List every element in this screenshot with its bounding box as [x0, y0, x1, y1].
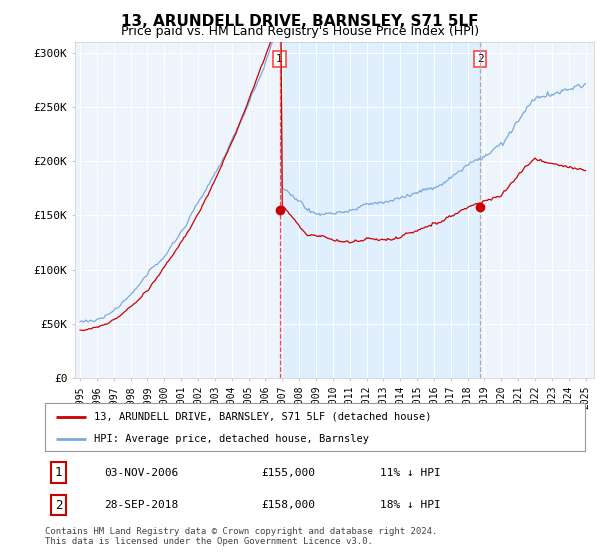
Text: 13, ARUNDELL DRIVE, BARNSLEY, S71 5LF: 13, ARUNDELL DRIVE, BARNSLEY, S71 5LF: [121, 14, 479, 29]
Text: 28-SEP-2018: 28-SEP-2018: [104, 500, 179, 510]
Text: Contains HM Land Registry data © Crown copyright and database right 2024.
This d: Contains HM Land Registry data © Crown c…: [45, 527, 437, 547]
Text: 2: 2: [55, 498, 62, 512]
Text: 2: 2: [477, 54, 484, 64]
Text: 1: 1: [55, 466, 62, 479]
Text: 1: 1: [276, 54, 283, 64]
Text: 18% ↓ HPI: 18% ↓ HPI: [380, 500, 440, 510]
Text: HPI: Average price, detached house, Barnsley: HPI: Average price, detached house, Barn…: [94, 434, 368, 444]
Text: £158,000: £158,000: [261, 500, 315, 510]
Bar: [280, 42, 480, 378]
Text: 03-NOV-2006: 03-NOV-2006: [104, 468, 179, 478]
Text: 13, ARUNDELL DRIVE, BARNSLEY, S71 5LF (detached house): 13, ARUNDELL DRIVE, BARNSLEY, S71 5LF (d…: [94, 412, 431, 422]
Text: £155,000: £155,000: [261, 468, 315, 478]
Text: 11% ↓ HPI: 11% ↓ HPI: [380, 468, 440, 478]
Text: Price paid vs. HM Land Registry's House Price Index (HPI): Price paid vs. HM Land Registry's House …: [121, 25, 479, 38]
